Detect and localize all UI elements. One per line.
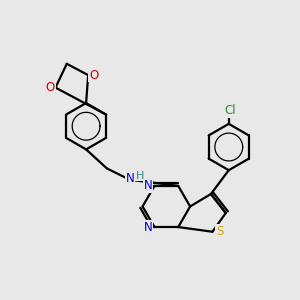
Text: O: O — [46, 81, 55, 94]
Text: O: O — [89, 69, 98, 82]
Text: N: N — [125, 172, 134, 185]
Text: N: N — [143, 220, 152, 234]
Text: Cl: Cl — [224, 104, 236, 117]
Text: N: N — [143, 179, 152, 192]
Text: S: S — [216, 225, 224, 238]
Text: H: H — [136, 171, 144, 181]
